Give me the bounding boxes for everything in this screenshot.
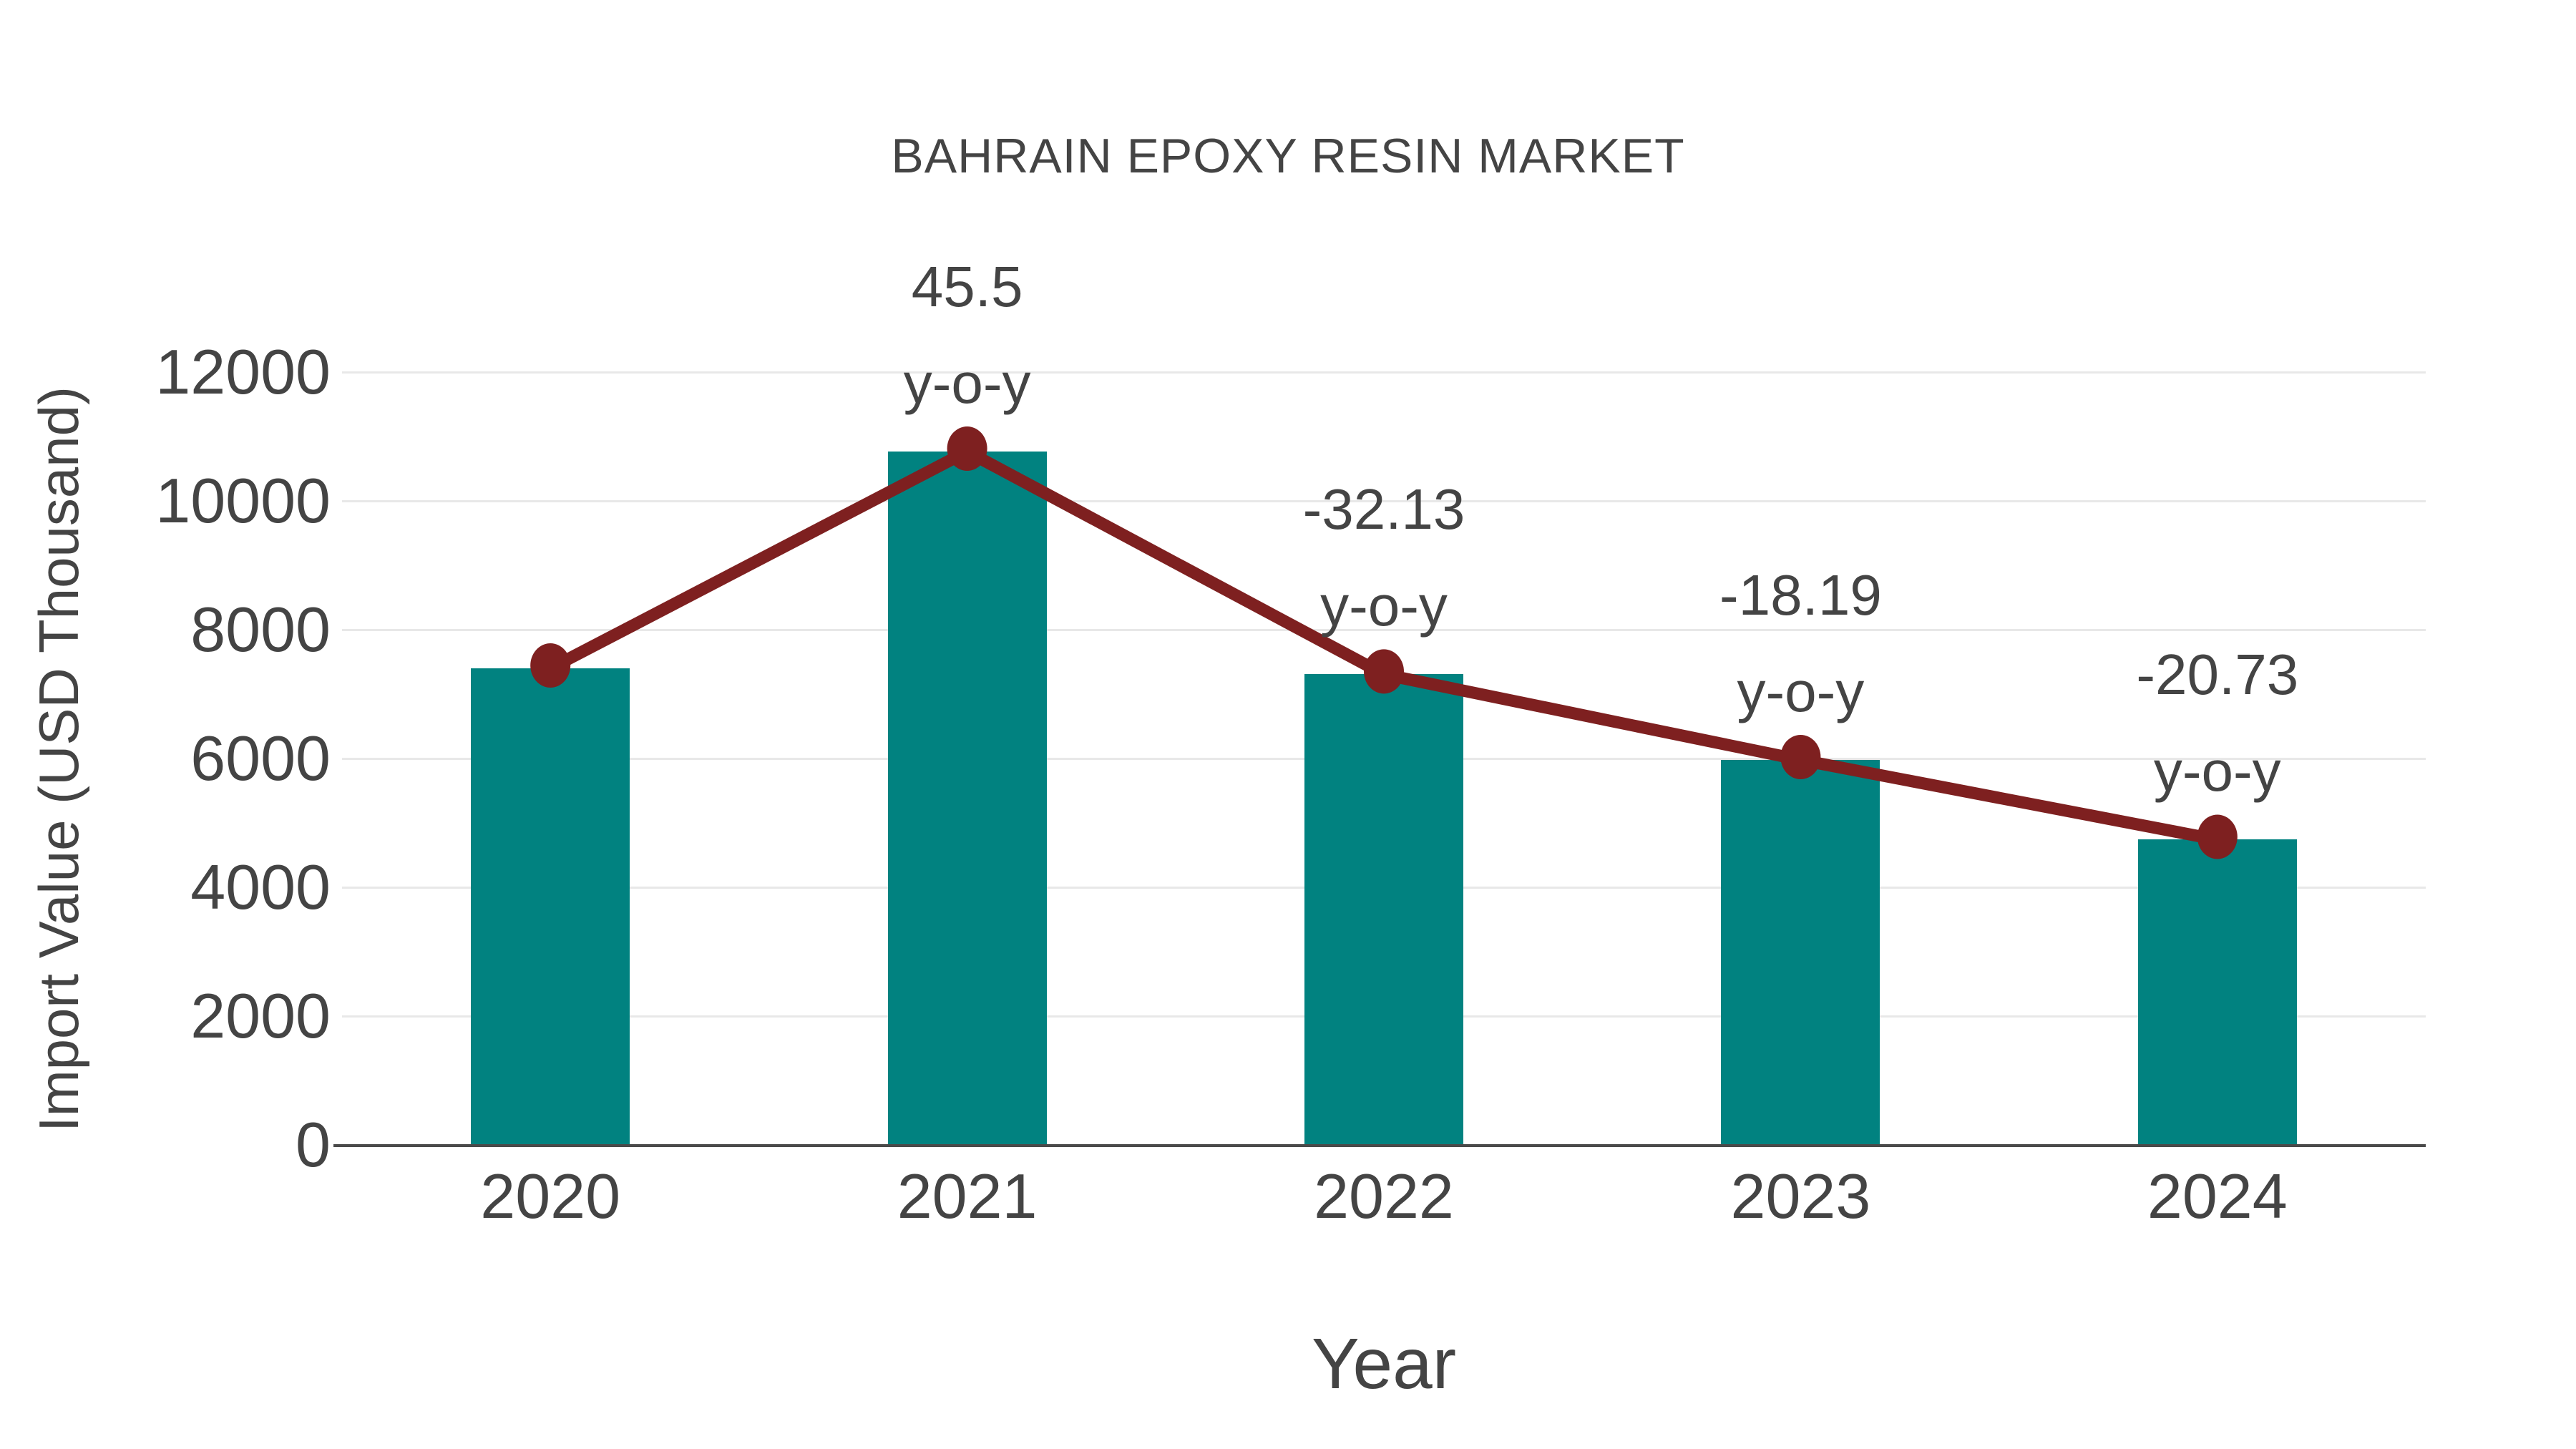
y-tick-label-4000: 4000 (190, 852, 331, 922)
yoy-value: -20.73 (2136, 643, 2299, 707)
yoy-label: y-o-y (903, 351, 1031, 415)
bar-2020 (471, 668, 630, 1145)
yoy-annotation-2023: -18.19 y-o-y (1550, 547, 2051, 740)
bar-2024 (2137, 839, 2297, 1145)
yoy-annotation-2024: -20.73 y-o-y (1967, 626, 2468, 819)
x-tick-label-2023: 2023 (1730, 1161, 1871, 1231)
gridline-12000 (342, 371, 2426, 374)
x-tick-label-2024: 2024 (2147, 1161, 2288, 1231)
yoy-label: y-o-y (2153, 739, 2281, 804)
trend-marker-2023 (1780, 734, 1821, 779)
yoy-annotation-2022: -32.13 y-o-y (1133, 461, 1634, 654)
x-axis-title: Year (1311, 1324, 1457, 1404)
bar-2022 (1304, 674, 1463, 1145)
bar-2021 (887, 451, 1047, 1145)
x-tick-label-2021: 2021 (897, 1161, 1038, 1231)
yoy-value: -32.13 (1302, 477, 1465, 542)
trend-marker-2020 (530, 643, 571, 688)
gridline-8000 (342, 628, 2426, 631)
x-axis-line (333, 1144, 2426, 1147)
y-tick-label-8000: 8000 (190, 594, 331, 665)
bar-2023 (1721, 759, 1880, 1145)
y-tick-label-12000: 12000 (155, 336, 331, 407)
y-tick-label-0: 0 (296, 1109, 331, 1180)
yoy-annotation-2021: 45.5 y-o-y (717, 238, 1218, 431)
yoy-label: y-o-y (1320, 574, 1448, 638)
yoy-value: -18.19 (1719, 562, 1882, 627)
x-tick-label-2020: 2020 (480, 1161, 621, 1231)
trend-marker-2022 (1364, 649, 1404, 694)
yoy-value: 45.5 (911, 254, 1023, 318)
chart-title: BAHRAIN EPOXY RESIN MARKET (891, 129, 1685, 183)
y-tick-label-2000: 2000 (190, 980, 331, 1051)
trend-marker-2024 (2197, 814, 2238, 859)
y-tick-label-10000: 10000 (155, 465, 331, 536)
yoy-label: y-o-y (1737, 659, 1865, 723)
x-tick-label-2022: 2022 (1314, 1161, 1454, 1231)
trend-marker-2021 (947, 426, 987, 471)
gridline-10000 (342, 499, 2426, 502)
y-tick-label-6000: 6000 (190, 723, 331, 794)
